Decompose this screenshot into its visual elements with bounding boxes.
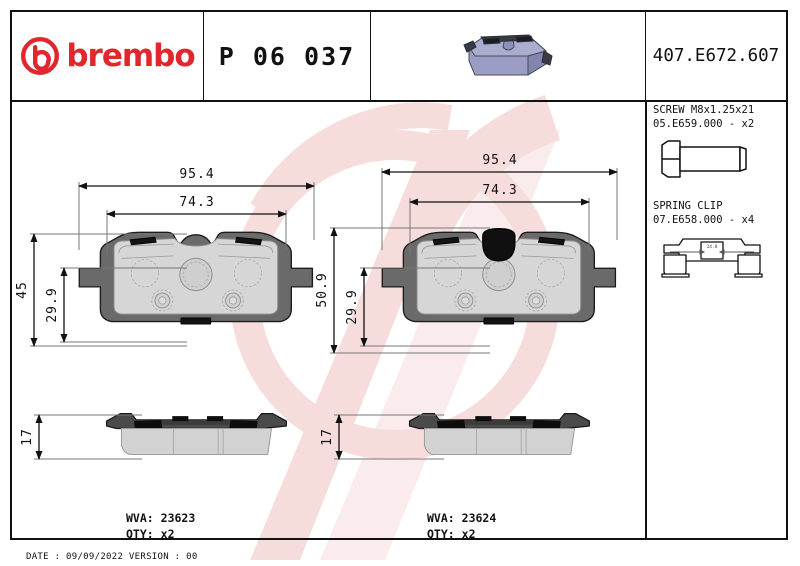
svg-text:95.4: 95.4 (482, 153, 517, 168)
svg-text:29.9: 29.9 (45, 287, 60, 322)
pad-left-labels: WVA: 23623 QTY: x2 (126, 510, 195, 542)
pad-right-front-view: 95.4 74.3 50.9 29.9 (315, 153, 618, 354)
dim-left-thickness: 17 (20, 414, 142, 460)
brake-pad-3d-icon (463, 34, 553, 76)
qty-right-line: QTY: x2 (427, 526, 496, 542)
wva-left-label: WVA: (126, 511, 154, 525)
qty-left-value: x2 (160, 527, 175, 541)
wva-right-label: WVA: (427, 511, 455, 525)
svg-text:17: 17 (320, 428, 335, 446)
part-number: P 06 037 (218, 41, 356, 71)
svg-text:45: 45 (15, 281, 30, 299)
wva-left-value: 23623 (160, 511, 196, 525)
brand-logo: brembo (12, 12, 203, 100)
svg-text:29.9: 29.9 (345, 289, 360, 324)
accessory-clip-code: 07.E658.000 - x4 (653, 213, 755, 226)
dim-left-overall-height: 45 (15, 233, 187, 347)
qty-left-label: QTY: (126, 527, 154, 541)
spring-clip-icon: 14.8 (661, 238, 763, 278)
reference-number-cell: 407.E672.607 (645, 12, 786, 100)
product-thumbnail (370, 12, 645, 100)
accessory-spring-clip: SPRING CLIP 07.E658.000 - x4 (653, 200, 793, 286)
brand-name: brembo (66, 38, 195, 74)
svg-text:74.3: 74.3 (482, 183, 517, 198)
svg-text:50.9: 50.9 (315, 272, 330, 307)
accessory-clip-title: SPRING CLIP (653, 200, 723, 212)
pad-left-front-view: 95.4 74.3 45 29.9 (15, 167, 315, 347)
accessory-screw-code: 05.E659.000 - x2 (653, 117, 755, 130)
svg-text:95.4: 95.4 (179, 167, 214, 182)
pad-right-labels: WVA: 23624 QTY: x2 (427, 510, 496, 542)
part-number-cell: P 06 037 (203, 12, 370, 100)
qty-left-line: QTY: x2 (126, 526, 195, 542)
technical-drawing: 95.4 74.3 45 29.9 (15, 153, 618, 460)
sheet-header: brembo P 06 037 (12, 12, 786, 100)
footer-date-version: DATE : 09/09/2022 VERSION : 00 (26, 552, 198, 562)
reference-number: 407.E672.607 (652, 46, 780, 66)
dim-left-inner-height: 29.9 (45, 267, 187, 343)
svg-text:74.3: 74.3 (179, 195, 214, 210)
accessory-panel-divider (645, 100, 647, 540)
wva-right-line: WVA: 23624 (427, 510, 496, 526)
hex-bolt-icon (661, 140, 747, 178)
accessory-screw: SCREW M8x1.25x21 05.E659.000 - x2 (653, 104, 793, 186)
accessory-screw-title: SCREW M8x1.25x21 (653, 104, 755, 116)
header-divider (12, 100, 786, 102)
svg-text:17: 17 (20, 428, 35, 446)
pad-right-side-view: 17 (320, 413, 590, 460)
wva-right-value: 23624 (461, 511, 497, 525)
qty-right-value: x2 (461, 527, 476, 541)
pad-left-side-view: 17 (20, 413, 287, 460)
wear-sensor-icon (482, 227, 516, 262)
wva-left-line: WVA: 23623 (126, 510, 195, 526)
spring-clip-dimension: 14.8 (707, 244, 718, 250)
accessory-panel: SCREW M8x1.25x21 05.E659.000 - x2 SPRING… (653, 104, 793, 300)
qty-right-label: QTY: (427, 527, 455, 541)
brembo-mark-icon (21, 37, 60, 75)
